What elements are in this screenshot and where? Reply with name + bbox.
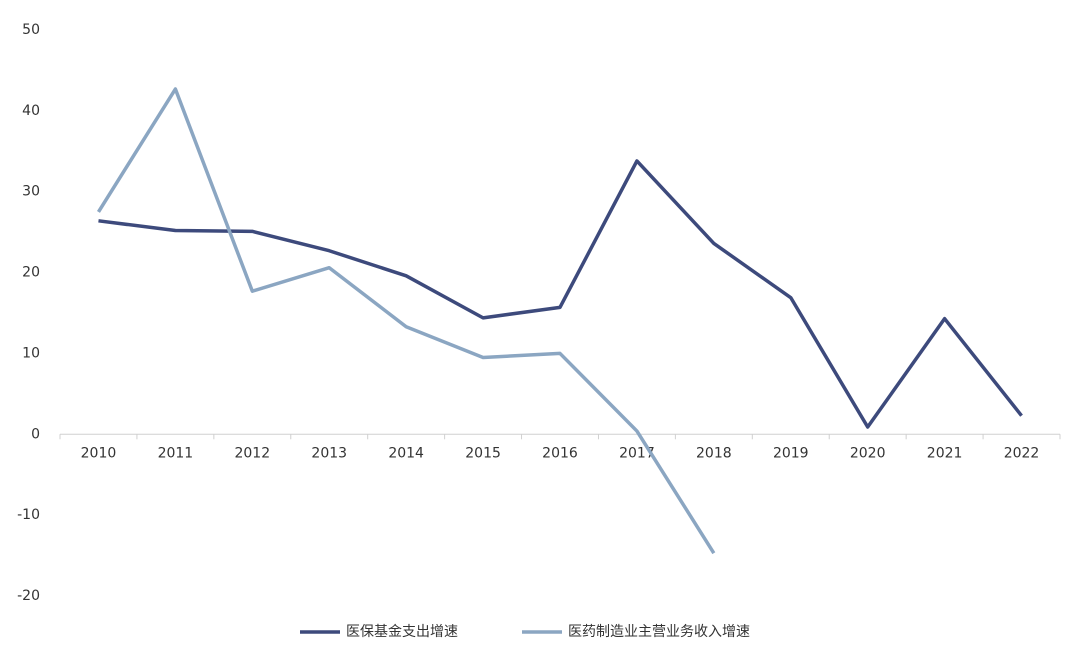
y-tick-label: -10 xyxy=(17,507,40,523)
series-line xyxy=(96,87,716,555)
x-tick-label: 2010 xyxy=(81,445,117,461)
x-tick-label: 2016 xyxy=(542,445,578,461)
x-tick-label: 2013 xyxy=(311,445,347,461)
x-tick-label: 2021 xyxy=(927,445,963,461)
y-tick-label: 20 xyxy=(22,265,40,281)
legend-label: 医保基金支出增速 xyxy=(346,623,458,640)
x-tick-label: 2018 xyxy=(696,445,732,461)
series-line xyxy=(98,159,1023,429)
x-tick-label: 2022 xyxy=(1004,445,1040,461)
y-tick-label: 40 xyxy=(22,103,40,119)
x-tick-label: 2019 xyxy=(773,445,809,461)
y-tick-label: 30 xyxy=(22,184,40,200)
x-tick-label: 2015 xyxy=(465,445,501,461)
x-tick-label: 2017 xyxy=(619,445,655,461)
y-tick-label: 0 xyxy=(31,426,40,442)
y-tick-label: 10 xyxy=(22,345,40,361)
x-tick-label: 2012 xyxy=(234,445,270,461)
y-tick-label: 50 xyxy=(22,22,40,38)
x-tick-label: 2011 xyxy=(158,445,194,461)
legend-label: 医药制造业主营业务收入增速 xyxy=(568,624,750,640)
x-tick-label: 2020 xyxy=(850,445,886,461)
x-tick-label: 2014 xyxy=(388,445,424,461)
y-tick-label: -20 xyxy=(17,588,40,604)
